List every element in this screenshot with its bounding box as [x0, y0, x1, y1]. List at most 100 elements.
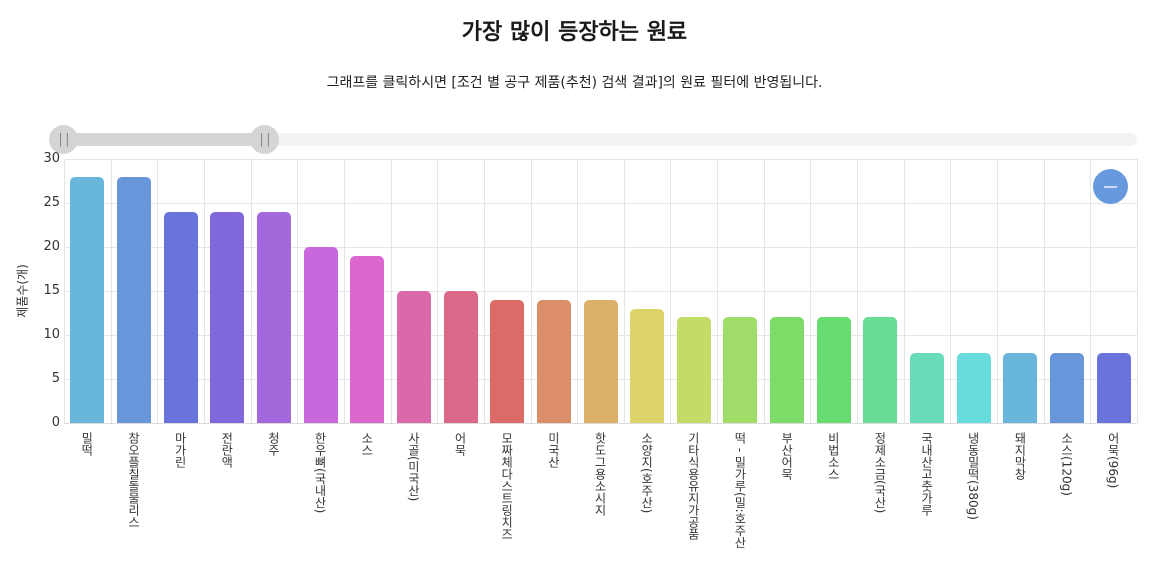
chart-title: 가장 많이 등장하는 원료: [461, 20, 688, 45]
x-tick-label[interactable]: 냉동밀떡(380g): [966, 432, 981, 520]
x-tick-label[interactable]: 부산어묵: [779, 432, 794, 480]
grid-line-vertical: [857, 159, 859, 423]
x-tick-label[interactable]: 전란액: [219, 432, 234, 468]
x-tick-label-wrap: 소스(120g): [1044, 432, 1090, 582]
grid-line-vertical: [437, 159, 439, 423]
bar[interactable]: [676, 317, 711, 423]
grid-line-vertical: [1043, 159, 1045, 423]
bar[interactable]: [630, 308, 665, 423]
x-tick-label[interactable]: 소스: [359, 432, 374, 456]
x-tick-label-wrap: 국내산고춧가루: [904, 432, 950, 582]
grid-line-vertical: [250, 159, 252, 423]
plot-area: [64, 159, 1138, 424]
grid-line-horizontal: [64, 291, 1137, 292]
x-tick-label[interactable]: 소양지(호주산): [639, 432, 654, 514]
x-tick-label-wrap: 어묵(96g): [1091, 432, 1137, 582]
x-tick-label-wrap: 돼지막창: [997, 432, 1043, 582]
x-tick-label[interactable]: 사골(미국산): [406, 432, 421, 502]
x-tick-label-wrap: 비법소스: [811, 432, 857, 582]
grid-line-vertical: [157, 159, 159, 423]
bar[interactable]: [70, 176, 105, 423]
x-tick-label-wrap: 소스: [344, 432, 390, 582]
bar[interactable]: [770, 317, 805, 423]
x-tick-label[interactable]: 국내산고춧가루: [919, 432, 934, 516]
x-tick-label-wrap: 핫도그용소시지: [578, 432, 624, 582]
x-tick-label-wrap: 소양지(호주산): [624, 432, 670, 582]
x-tick-label-wrap: 사골(미국산): [391, 432, 437, 582]
x-tick-label[interactable]: 미국산: [546, 432, 561, 468]
x-tick-label-wrap: 모짜체다스트링치즈: [484, 432, 530, 582]
x-tick-label[interactable]: 모짜체다스트링치즈: [499, 432, 514, 540]
bar[interactable]: [303, 247, 338, 423]
bar[interactable]: [910, 352, 945, 423]
grid-line-vertical: [950, 159, 952, 423]
x-tick-label[interactable]: 어묵: [453, 432, 468, 456]
x-tick-label-wrap: 기타식용유지가공품: [671, 432, 717, 582]
range-slider-track[interactable]: [64, 133, 1137, 146]
x-tick-label[interactable]: 소스(120g): [1059, 432, 1074, 496]
x-tick-label[interactable]: 정제소금(국산): [872, 432, 887, 514]
x-tick-label-wrap: 참오플칠돌물리스: [111, 432, 157, 582]
bar[interactable]: [256, 211, 291, 423]
range-slider-left-handle[interactable]: ||: [49, 125, 78, 154]
grid-line-vertical: [483, 159, 485, 423]
bar[interactable]: [536, 299, 571, 423]
reset-zoom-button[interactable]: [1093, 169, 1128, 204]
x-tick-label[interactable]: 기타식용유지가공품: [686, 432, 701, 540]
bar[interactable]: [723, 317, 758, 423]
x-tick-label[interactable]: 밀떡: [79, 432, 94, 456]
grid-line-vertical: [64, 159, 65, 423]
bar[interactable]: [490, 299, 525, 423]
bar[interactable]: [583, 299, 618, 423]
x-tick-label[interactable]: 마가린: [173, 432, 188, 468]
range-slider-selected[interactable]: [64, 133, 264, 146]
x-tick-label-wrap: 정제소금(국산): [857, 432, 903, 582]
y-tick-label: 10: [43, 327, 60, 342]
x-tick-label-wrap: 전란액: [204, 432, 250, 582]
bar[interactable]: [210, 211, 245, 423]
bar[interactable]: [956, 352, 991, 423]
x-tick-label-wrap: 청주: [251, 432, 297, 582]
grid-line-horizontal: [64, 203, 1137, 204]
y-tick-label: 0: [51, 415, 60, 430]
grid-line-vertical: [623, 159, 625, 423]
bar[interactable]: [863, 317, 898, 423]
x-tick-label-wrap: 마가린: [158, 432, 204, 582]
grid-line-horizontal: [64, 159, 1137, 160]
y-tick-label: 15: [43, 283, 60, 298]
grid-line-vertical: [530, 159, 532, 423]
x-tick-label[interactable]: 핫도그용소시지: [593, 432, 607, 516]
bar[interactable]: [1050, 352, 1085, 423]
x-tick-label-wrap: 냉동밀떡(380g): [951, 432, 997, 582]
range-slider-right-handle[interactable]: ||: [250, 125, 279, 154]
x-tick-label[interactable]: 떡 - 밀가루(밀:호주산: [732, 432, 747, 549]
x-tick-label[interactable]: 비법소스: [826, 432, 841, 480]
grid-line-vertical: [390, 159, 392, 423]
x-tick-label-wrap: 떡 - 밀가루(밀:호주산: [717, 432, 763, 582]
x-tick-label[interactable]: 참오플칠돌물리스: [126, 432, 141, 528]
y-tick-label: 25: [43, 195, 60, 210]
bar[interactable]: [1096, 352, 1131, 423]
grid-line-vertical: [1090, 159, 1092, 423]
y-tick-label: 20: [43, 239, 60, 254]
grid-line-vertical: [577, 159, 579, 423]
grid-line-vertical: [343, 159, 345, 423]
bar[interactable]: [350, 255, 385, 423]
grid-line-vertical: [110, 159, 112, 423]
bar[interactable]: [163, 211, 198, 423]
grid-line-vertical: [203, 159, 205, 423]
x-tick-label[interactable]: 돼지막창: [1012, 432, 1027, 480]
bar[interactable]: [816, 317, 851, 423]
x-tick-label[interactable]: 청주: [266, 432, 281, 456]
bar[interactable]: [396, 291, 431, 423]
grid-line-vertical: [810, 159, 812, 423]
bar[interactable]: [1003, 352, 1038, 423]
x-tick-label[interactable]: 어묵(96g): [1106, 432, 1121, 489]
x-tick-label-wrap: 한우뼈(국내산): [298, 432, 344, 582]
x-tick-label-wrap: 부산어묵: [764, 432, 810, 582]
bar[interactable]: [443, 291, 478, 423]
bar[interactable]: [116, 176, 151, 423]
grid-line-vertical: [717, 159, 719, 423]
x-tick-label[interactable]: 한우뼈(국내산): [313, 432, 328, 514]
grid-line-horizontal: [64, 247, 1137, 248]
